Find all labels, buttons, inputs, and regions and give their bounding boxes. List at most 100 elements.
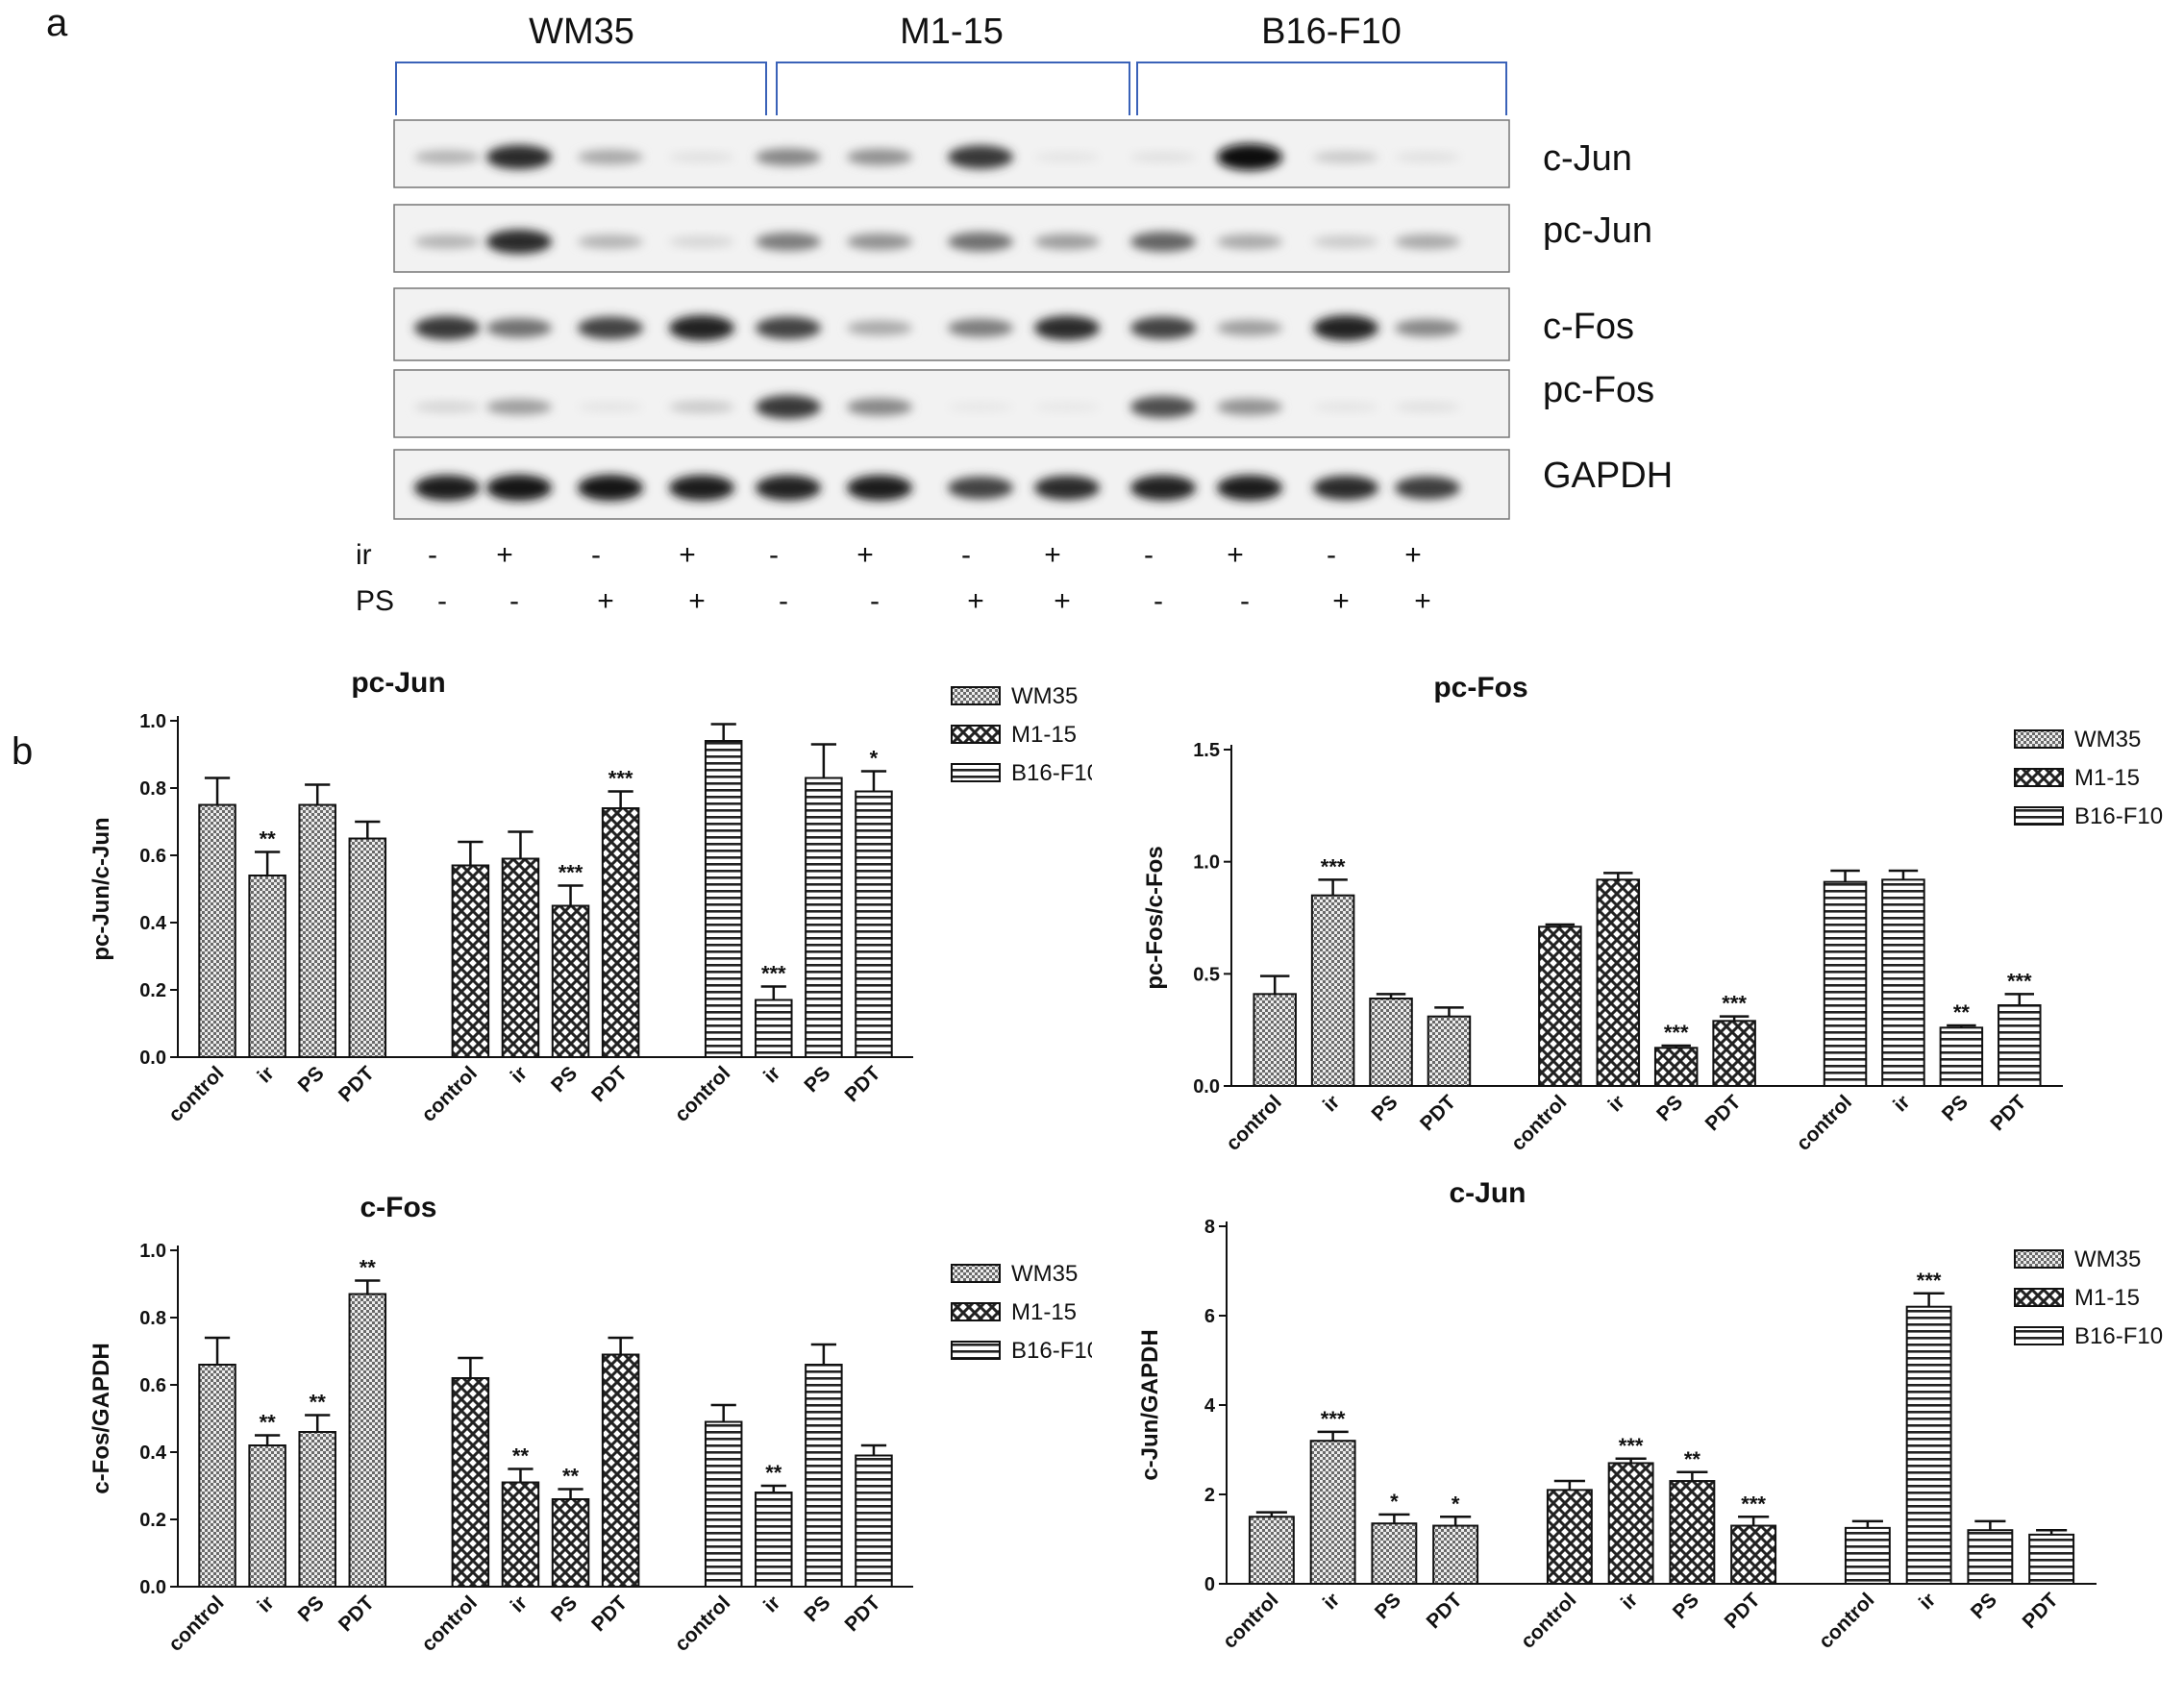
treatment-sign: - [769, 539, 779, 571]
x-tick-label: PDT [1986, 1091, 2030, 1135]
x-tick-label: PDT [2019, 1589, 2063, 1633]
bar [248, 1444, 286, 1588]
blot-band [669, 315, 734, 341]
blot-band [486, 475, 552, 502]
blot-band [486, 399, 552, 415]
bar [1967, 1529, 2014, 1586]
blot-band [1217, 398, 1282, 416]
bar [298, 1431, 336, 1588]
significance-marker: ** [360, 1256, 377, 1280]
treatment-sign: + [597, 585, 614, 617]
bar [1653, 1047, 1699, 1088]
legend-swatch [951, 1302, 1001, 1321]
y-tick-label: 1.0 [1193, 852, 1220, 874]
significance-marker: ** [1953, 1000, 1971, 1024]
legend-swatch [2014, 1326, 2064, 1345]
blot-band [1313, 475, 1378, 501]
legend-swatch [951, 725, 1001, 744]
x-tick-label: control [671, 1062, 735, 1126]
blot-band [1130, 152, 1196, 162]
blot-band [948, 318, 1013, 337]
y-tick-label: 0.0 [1193, 1076, 1220, 1098]
x-tick-label: PDT [841, 1591, 885, 1636]
legend-label: M1-15 [1011, 1299, 1077, 1325]
y-tick-label: 6 [1204, 1306, 1215, 1327]
treatment-sign: + [1414, 585, 1431, 617]
legend-label: M1-15 [2074, 1285, 2140, 1311]
protein-label: GAPDH [1543, 456, 1673, 496]
bar [451, 1377, 490, 1588]
chart-pc-fos: pc-Fospc-Fos/c-Fos0.00.51.01.5control***… [1142, 672, 2163, 1155]
y-tick-label: 0.2 [139, 980, 166, 1001]
y-axis-label: c-Jun/GAPDH [1137, 1329, 1163, 1480]
x-tick-label: control [1792, 1091, 1856, 1155]
x-tick-label: control [417, 1591, 482, 1656]
significance-marker: * [1390, 1490, 1399, 1514]
y-tick-label: 0.8 [139, 778, 166, 800]
x-tick-label: control [1815, 1589, 1879, 1653]
blot-band [578, 149, 643, 165]
legend-swatch [951, 1264, 1001, 1283]
legend-label: B16-F10 [1011, 760, 1092, 786]
treatment-sign: - [870, 585, 880, 617]
bar [601, 1353, 640, 1588]
significance-marker: *** [1741, 1492, 1766, 1516]
x-tick-label: PS [800, 1062, 834, 1097]
x-tick-label: PDT [1721, 1589, 1765, 1633]
blot-band [414, 234, 480, 249]
x-tick-label: PS [547, 1591, 582, 1626]
bar [1248, 1516, 1295, 1585]
x-tick-label: control [164, 1062, 229, 1126]
blot-band [756, 475, 821, 501]
treatment-sign: + [1404, 539, 1422, 571]
legend-swatch [951, 686, 1001, 705]
blot-band [486, 144, 552, 170]
blot-band [669, 401, 734, 413]
chart-title: c-Fos [360, 1192, 436, 1223]
y-tick-label: 1.5 [1193, 740, 1220, 761]
blot-band [1313, 315, 1378, 341]
bar [1607, 1462, 1654, 1586]
y-tick-label: 0.8 [139, 1308, 166, 1329]
bar [501, 1481, 540, 1588]
blot-band [1395, 319, 1460, 337]
blot-band [1130, 232, 1196, 252]
y-tick-label: 0.2 [139, 1510, 166, 1531]
blot-band [578, 402, 643, 412]
legend-swatch [2014, 1288, 2064, 1307]
y-tick-label: 0.0 [139, 1048, 166, 1069]
protein-label: pc-Jun [1543, 210, 1652, 251]
bar [1546, 1489, 1593, 1586]
x-tick-label: PDT [1416, 1091, 1460, 1135]
bar [1596, 878, 1641, 1087]
blot-band [847, 475, 912, 501]
treatment-sign: + [688, 585, 706, 617]
significance-marker: ** [260, 827, 277, 851]
x-tick-label: ir [1604, 1091, 1629, 1116]
chart-title: pc-Jun [351, 667, 445, 699]
treatment-sign: + [679, 539, 696, 571]
blot-band [847, 320, 912, 335]
bar [2028, 1533, 2075, 1586]
x-tick-label: control [164, 1591, 229, 1656]
treatment-sign: - [509, 585, 519, 617]
bar [704, 1420, 743, 1588]
blot-band [948, 145, 1013, 169]
x-tick-label: ir [1889, 1091, 1914, 1116]
blot-band [948, 402, 1013, 412]
blot-band [1217, 475, 1282, 501]
x-tick-label: control [1222, 1091, 1286, 1155]
x-tick-label: PS [1938, 1091, 1973, 1125]
treatment-label: ir [356, 539, 372, 571]
blot-band [669, 235, 734, 248]
treatment-sign: + [1332, 585, 1350, 617]
significance-marker: *** [761, 962, 786, 986]
x-tick-label: ir [759, 1062, 784, 1087]
significance-marker: ** [765, 1461, 782, 1485]
legend-swatch [2014, 806, 2064, 826]
y-tick-label: 0.6 [139, 846, 166, 867]
bar [1939, 1026, 1984, 1088]
blot-band [1313, 151, 1378, 163]
treatment-sign: + [1227, 539, 1244, 571]
legend-label: WM35 [1011, 1261, 1078, 1287]
